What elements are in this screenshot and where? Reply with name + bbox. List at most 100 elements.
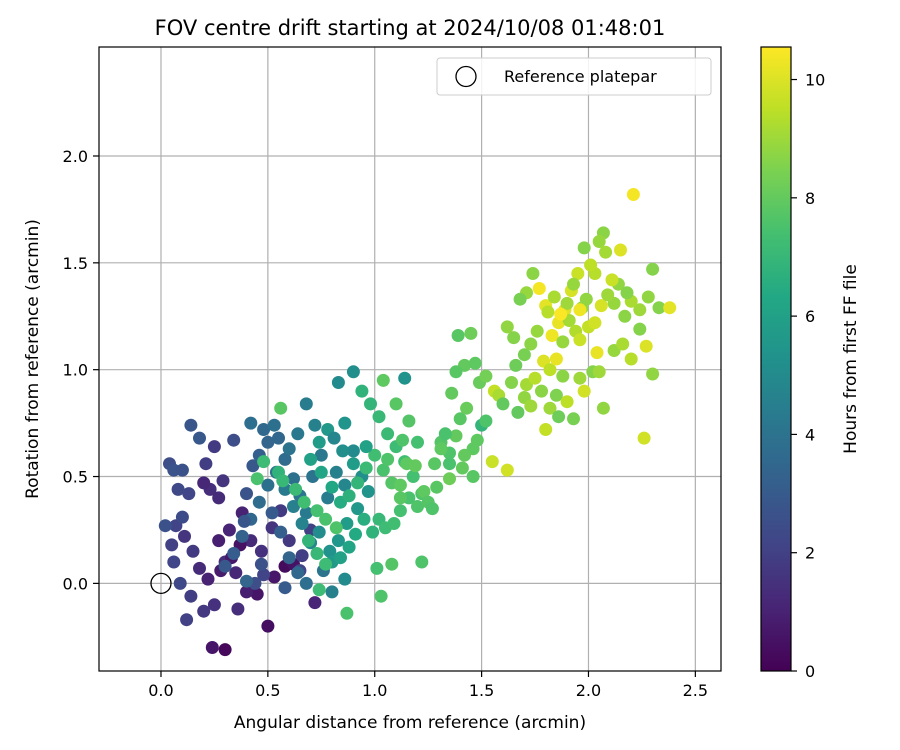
data-point: [278, 581, 292, 595]
data-point: [246, 459, 260, 473]
data-point: [573, 333, 587, 347]
data-point: [265, 506, 279, 520]
data-point: [641, 290, 655, 304]
data-point: [272, 431, 285, 445]
data-point: [620, 286, 634, 300]
data-point: [250, 472, 264, 486]
data-point: [571, 267, 585, 280]
data-point: [616, 337, 630, 351]
data-point: [445, 386, 459, 400]
y-axis-label: Rotation from reference (arcmin): [23, 219, 43, 499]
data-point: [637, 431, 651, 445]
data-point: [372, 410, 386, 424]
data-point: [605, 273, 619, 287]
data-point: [261, 619, 275, 633]
data-point: [175, 463, 189, 477]
data-point: [556, 335, 570, 349]
data-point: [500, 463, 514, 477]
data-point: [359, 461, 373, 475]
data-point: [507, 331, 521, 345]
data-point: [396, 433, 409, 447]
data-point: [244, 416, 258, 430]
reference-platepar-marker: [150, 572, 172, 595]
data-point: [366, 525, 380, 539]
data-point: [180, 613, 194, 627]
data-point: [319, 557, 333, 571]
data-point: [289, 482, 303, 496]
data-point: [599, 245, 613, 259]
data-point: [197, 476, 211, 490]
data-point: [663, 301, 677, 315]
grid-lines: [99, 47, 721, 671]
data-point: [364, 397, 377, 411]
reference-marker: [150, 572, 172, 595]
data-point: [468, 356, 482, 370]
data-point: [385, 557, 399, 571]
data-point: [295, 549, 309, 563]
data-point: [577, 241, 591, 255]
data-point: [274, 525, 288, 539]
data-point: [346, 457, 360, 471]
data-point: [351, 502, 365, 516]
data-point: [552, 410, 566, 424]
data-point: [261, 435, 275, 449]
data-point: [227, 433, 241, 447]
data-point: [299, 506, 313, 520]
x-tick-label: 0.5: [255, 681, 280, 700]
data-point: [458, 448, 471, 462]
data-point: [626, 188, 640, 201]
data-point: [340, 517, 354, 530]
data-point: [577, 384, 591, 398]
legend: Reference platepar: [436, 57, 712, 96]
data-point: [182, 487, 196, 501]
data-point: [614, 243, 627, 257]
y-tick-label: 1.5: [63, 254, 88, 273]
data-point: [304, 452, 318, 466]
data-point: [338, 478, 352, 492]
data-point: [312, 435, 326, 449]
x-tick-label: 2.5: [683, 681, 708, 700]
data-point: [361, 485, 375, 498]
data-point: [252, 495, 266, 509]
data-point: [312, 583, 326, 597]
data-point: [276, 474, 290, 488]
data-point: [325, 480, 339, 494]
data-point: [282, 551, 296, 565]
data-point: [374, 589, 388, 603]
data-point: [327, 431, 341, 445]
data-point: [299, 397, 313, 411]
data-point: [254, 557, 268, 571]
colorbar-gradient: [760, 46, 792, 672]
plot-frame: [98, 46, 722, 672]
data-point: [381, 427, 395, 441]
colorbar-tick-label: 4: [805, 425, 815, 444]
data-point: [267, 418, 281, 432]
y-tick-label: 0.5: [63, 468, 88, 487]
data-point: [496, 397, 510, 411]
data-point: [331, 534, 345, 548]
data-point: [438, 427, 452, 441]
data-point: [297, 495, 311, 509]
data-point: [415, 555, 429, 569]
data-point: [299, 576, 313, 590]
data-point: [541, 305, 555, 319]
data-point: [370, 561, 384, 575]
data-point: [639, 339, 653, 353]
data-point: [411, 500, 424, 513]
data-point: [393, 491, 407, 505]
data-point: [267, 570, 281, 584]
colorbar-tick-label: 8: [805, 189, 815, 208]
data-point: [257, 455, 271, 469]
data-point: [357, 512, 371, 526]
data-point: [218, 559, 232, 573]
data-point: [336, 444, 350, 458]
data-point: [398, 371, 412, 385]
data-point: [549, 352, 563, 366]
data-point: [547, 290, 561, 304]
data-point: [351, 476, 365, 490]
data-point: [229, 566, 243, 580]
colorbar-tick-label: 0: [805, 662, 815, 681]
data-point: [573, 303, 587, 317]
data-point: [240, 585, 253, 599]
data-point: [257, 568, 271, 582]
